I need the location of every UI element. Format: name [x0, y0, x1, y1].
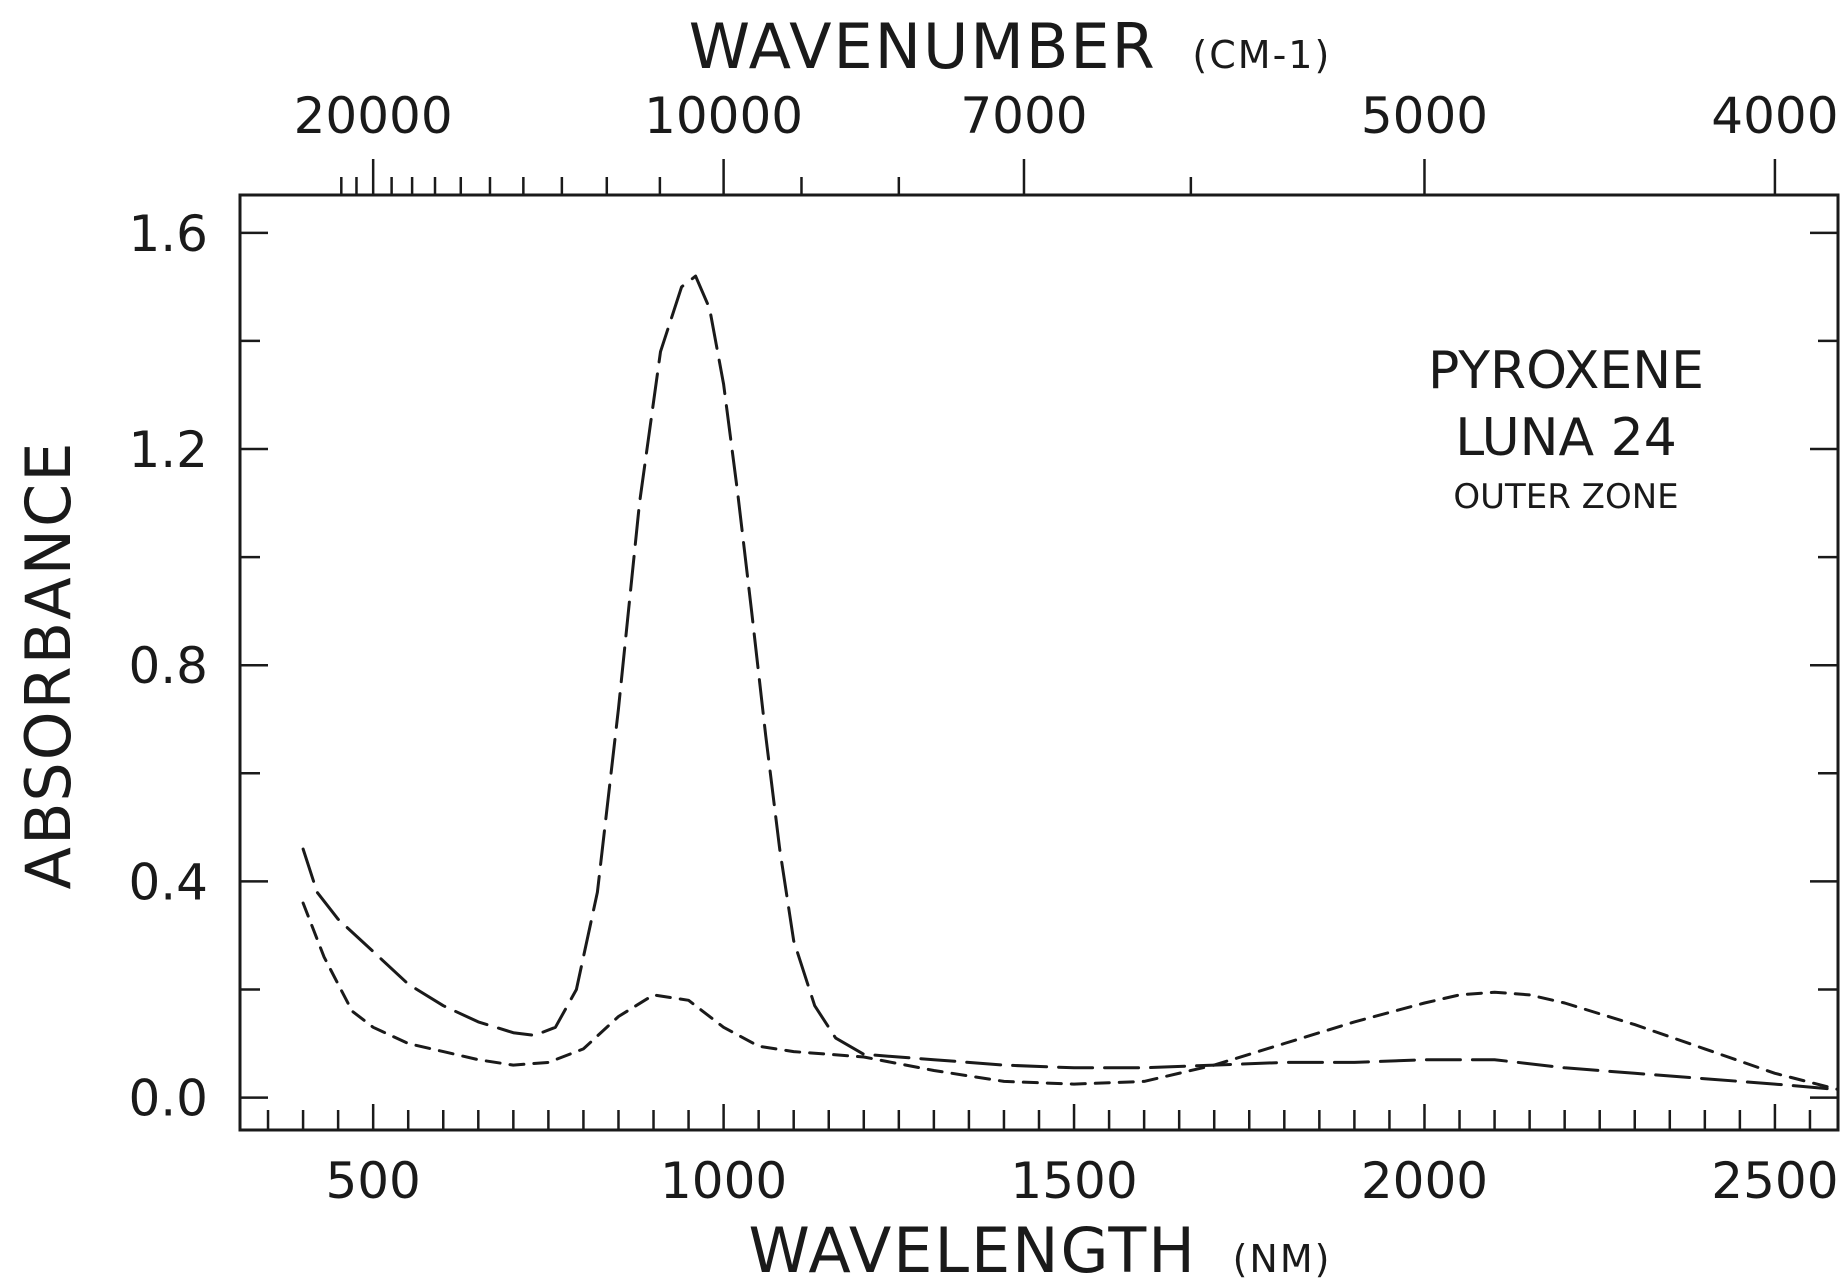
- y-tick-label: 0.4: [128, 853, 208, 911]
- top-tick-label: 4000: [1711, 87, 1838, 145]
- y-axis-title: ABSORBANCE: [12, 441, 85, 890]
- top-axis-label: WAVENUMBER: [689, 10, 1157, 83]
- y-tick-label: 1.6: [128, 205, 208, 263]
- top-axis-unit: (CM-1): [1192, 33, 1331, 77]
- x-axis-unit: (NM): [1233, 1237, 1332, 1281]
- top-tick-label: 20000: [294, 87, 453, 145]
- top-axis-title: WAVENUMBER (CM-1): [689, 10, 1332, 83]
- series-short-dash-line: [301, 901, 1840, 1091]
- x-tick-label: 1500: [1010, 1152, 1137, 1210]
- x-tick-label: 500: [325, 1152, 420, 1210]
- sample-annotation: PYROXENE LUNA 24 OUTER ZONE: [1428, 341, 1704, 517]
- x-axis-label: WAVELENGTH: [749, 1214, 1197, 1281]
- y-tick-label: 1.2: [128, 421, 208, 479]
- top-tick-label: 5000: [1361, 87, 1488, 145]
- annotation-zone: OUTER ZONE: [1453, 477, 1678, 517]
- svg-text:WAVELENGTH (NM): WAVELENGTH (NM): [749, 1214, 1332, 1281]
- x-axis-title: WAVELENGTH (NM): [749, 1214, 1332, 1286]
- x-tick-label: 2000: [1361, 1152, 1488, 1210]
- x-tick-label: 1000: [660, 1152, 787, 1210]
- annotation-mineral: PYROXENE: [1428, 341, 1704, 401]
- plot-frame: [238, 193, 1840, 1132]
- annotation-sample: LUNA 24: [1455, 408, 1677, 468]
- series-long-dash-line: [301, 274, 1840, 1091]
- x-tick-label: 2500: [1711, 1152, 1838, 1210]
- top-tick-label: 10000: [644, 87, 803, 145]
- y-tick-label: 0.0: [128, 1070, 208, 1128]
- top-tick-label: 7000: [960, 87, 1087, 145]
- y-tick-label: 0.8: [128, 637, 208, 695]
- svg-text:WAVENUMBER (CM-1): WAVENUMBER (CM-1): [689, 10, 1332, 83]
